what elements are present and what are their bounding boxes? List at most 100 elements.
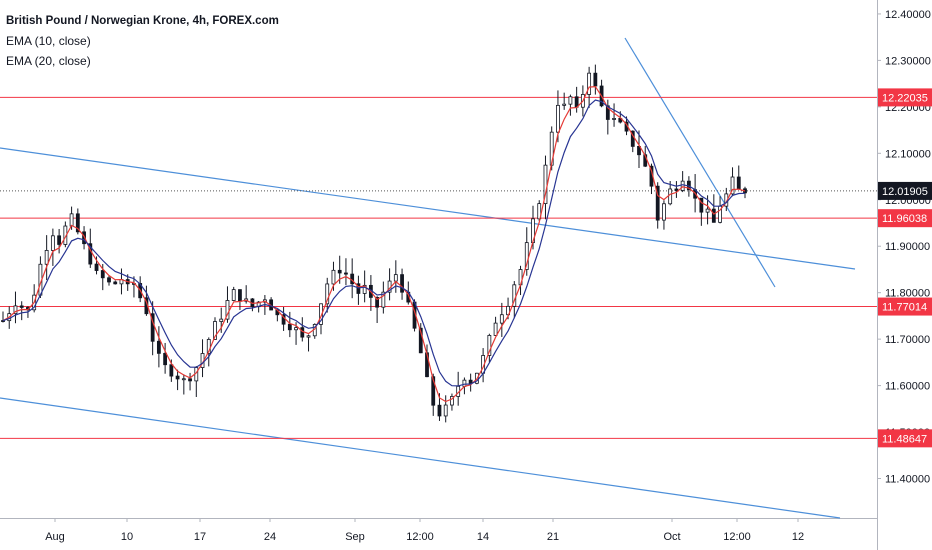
candle-body[interactable]: [181, 378, 186, 381]
candle-body[interactable]: [169, 364, 174, 377]
candle-body[interactable]: [381, 291, 386, 308]
candle-body[interactable]: [225, 300, 230, 320]
candle-body[interactable]: [113, 281, 118, 285]
candle-body[interactable]: [537, 203, 542, 220]
candle-body[interactable]: [238, 289, 242, 302]
candle-body[interactable]: [94, 263, 99, 271]
ema-20-line[interactable]: [2, 99, 746, 387]
candle-body[interactable]: [400, 274, 404, 293]
candle-body[interactable]: [231, 289, 236, 301]
candle-body[interactable]: [468, 379, 473, 384]
candle-body[interactable]: [356, 283, 361, 294]
candle-body[interactable]: [69, 213, 74, 227]
candle-body[interactable]: [668, 188, 673, 205]
candle-body[interactable]: [337, 269, 342, 274]
level-price-label: 11.77014: [882, 302, 927, 314]
ema-10-line[interactable]: [2, 85, 746, 403]
candle-body[interactable]: [188, 378, 192, 382]
lower-channel-line[interactable]: [0, 397, 841, 519]
candle-body[interactable]: [82, 231, 86, 245]
candle-body[interactable]: [331, 269, 336, 285]
x-tick-label: 21: [547, 531, 559, 543]
y-tick-label: 11.60000: [885, 381, 930, 393]
x-tick-label: Oct: [663, 531, 680, 543]
candle-body[interactable]: [175, 375, 180, 380]
candle-body[interactable]: [730, 176, 735, 195]
x-tick-label: 12:00: [406, 531, 434, 543]
candle-body[interactable]: [57, 235, 62, 245]
candle-body[interactable]: [736, 176, 741, 190]
x-tick-label: 12: [792, 531, 804, 543]
ema-long-legend[interactable]: EMA (20, close): [6, 54, 91, 68]
candle-body[interactable]: [163, 352, 168, 366]
candle-body[interactable]: [219, 318, 224, 322]
candle-body[interactable]: [150, 313, 155, 342]
y-tick-label: 12.10000: [885, 148, 931, 160]
candle-body[interactable]: [655, 185, 660, 221]
candle-body[interactable]: [443, 404, 448, 417]
candle-body[interactable]: [213, 321, 217, 340]
x-tick-label: Sep: [345, 531, 365, 543]
level-price-badge: [878, 88, 932, 107]
level-price-label: 12.22035: [882, 92, 928, 104]
current-price-badge: [878, 181, 932, 200]
candle-body[interactable]: [487, 335, 492, 356]
candle-body[interactable]: [493, 322, 498, 336]
candle-body[interactable]: [344, 272, 348, 275]
candle-body[interactable]: [50, 235, 55, 251]
candle-body[interactable]: [294, 327, 298, 331]
candle-body[interactable]: [375, 297, 380, 308]
candle-body[interactable]: [437, 404, 442, 417]
candle-body[interactable]: [662, 203, 666, 221]
candle-body[interactable]: [699, 197, 704, 213]
y-tick-label: 11.70000: [885, 334, 930, 346]
candle-body[interactable]: [306, 335, 311, 338]
candle-body[interactable]: [13, 305, 18, 315]
candle-body[interactable]: [75, 213, 80, 233]
candle-body[interactable]: [587, 72, 592, 95]
candle-body[interactable]: [156, 340, 161, 354]
candle-body[interactable]: [711, 208, 716, 223]
descending-wedge-line[interactable]: [624, 37, 776, 288]
upper-channel-line[interactable]: [0, 147, 856, 270]
candle-body[interactable]: [393, 274, 398, 282]
candle-body[interactable]: [300, 327, 305, 338]
chart-legend: British Pound / Norwegian Krone, 4h, FOR…: [6, 11, 279, 71]
symbol-title[interactable]: British Pound / Norwegian Krone, 4h, FOR…: [6, 15, 279, 27]
candle-body[interactable]: [593, 72, 598, 87]
candle-body[interactable]: [362, 284, 367, 294]
candle-body[interactable]: [524, 242, 529, 270]
candle-body[interactable]: [674, 188, 679, 191]
candle-body[interactable]: [705, 208, 710, 213]
candle-body[interactable]: [462, 379, 467, 387]
candle-body[interactable]: [418, 327, 423, 354]
ema-short-legend[interactable]: EMA (10, close): [6, 34, 91, 48]
candle-body[interactable]: [637, 145, 641, 156]
x-tick-label: 17: [194, 531, 206, 543]
candle-body[interactable]: [431, 376, 436, 406]
candle-body[interactable]: [19, 305, 24, 308]
candle-body[interactable]: [680, 180, 685, 191]
candle-body[interactable]: [556, 104, 560, 133]
candle-body[interactable]: [450, 396, 454, 406]
candle-body[interactable]: [499, 314, 504, 324]
candle-body[interactable]: [562, 103, 567, 106]
candle-body[interactable]: [325, 283, 330, 305]
candle-body[interactable]: [88, 243, 93, 265]
y-tick-label: 11.80000: [885, 288, 930, 300]
candle-body[interactable]: [107, 277, 111, 283]
x-tick-label: 12:00: [723, 531, 751, 543]
candle-body[interactable]: [44, 250, 49, 265]
y-tick-label: 12.40000: [885, 9, 931, 21]
candle-body[interactable]: [100, 270, 105, 279]
candle-body[interactable]: [605, 105, 610, 120]
y-tick-label: 11.90000: [885, 241, 930, 253]
plot-area[interactable]: [0, 0, 877, 518]
x-tick-label: 14: [477, 531, 489, 543]
level-price-badge: [878, 429, 932, 448]
candle-body[interactable]: [568, 96, 573, 105]
x-tick-label: 24: [264, 531, 276, 543]
candle-body[interactable]: [612, 118, 616, 120]
candle-body[interactable]: [287, 323, 292, 331]
